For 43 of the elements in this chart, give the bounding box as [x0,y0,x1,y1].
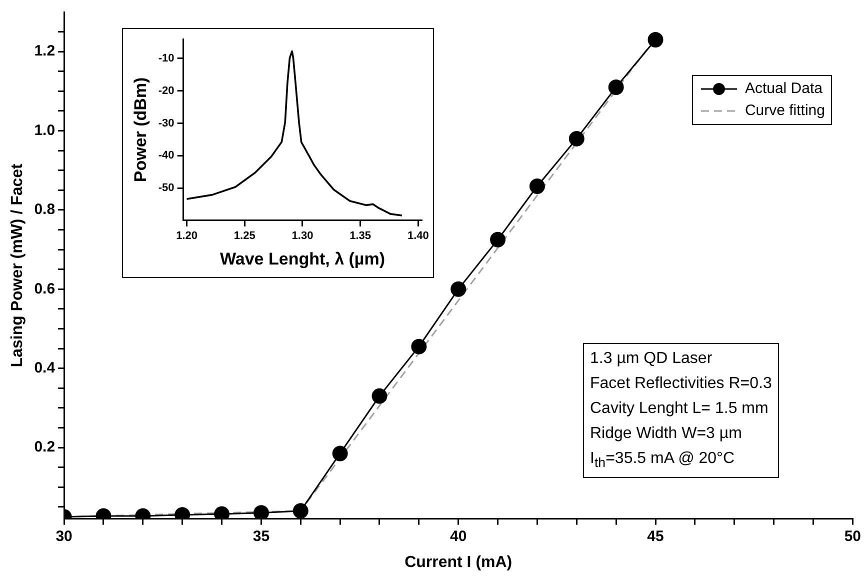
x-tick-label: 45 [647,528,664,545]
annotation: 1.3 µm QD Laser [590,349,714,369]
y-tick-label: 0.6 [34,280,56,298]
x-tick-label: 40 [450,528,467,545]
x-axis-title: Wave Lenght, λ (µm) [220,249,385,268]
x-tick-label: 50 [844,528,861,545]
y-tick-label: 1.0 [34,122,56,139]
y-tick-label: 1.2 [34,42,56,60]
point [529,178,545,194]
point [292,503,308,519]
y-axis-title: Lasing Power (mW) / Facet [9,162,26,368]
annotation: Cavity Lenght L= 1.5 mm [590,399,770,419]
x-tick-label: 30 [56,528,72,545]
y-tick-label: 0.4 [34,359,56,376]
point [608,79,624,95]
x-tick-label: 1.30 [292,230,314,242]
point [490,232,506,248]
y-tick-label: -20 [158,84,174,97]
legend-label: Actual Data [744,79,822,99]
point [372,388,388,404]
point [332,446,348,462]
y-axis-title: Power (dBm) [130,77,150,182]
annotation: Facet Reflectivities R=0.3 [590,374,772,394]
x-tick-label: 1.20 [176,230,198,242]
point [450,281,466,297]
y-tick-label: -50 [158,182,174,194]
point [411,338,427,354]
annotation: Ridge Width W=3 µm [590,424,743,444]
x-tick-label: 35 [252,528,270,545]
y-tick-label: -30 [158,117,174,130]
x-tick-label: 1.35 [350,230,372,242]
point [253,505,269,519]
point [648,32,664,48]
legend-label: Curve fitting [744,101,825,121]
y-tick-label: -40 [158,150,174,162]
annotation: I$_{th}$=35.5 mA @ 20°C [590,449,736,472]
x-axis-title: Current I (mA) [404,554,512,571]
y-tick-label: 0.8 [34,201,56,218]
y-tick-label: 0.2 [34,438,56,456]
point [568,130,584,146]
y-tick-label: -10 [158,52,174,64]
x-tick-label: 1.40 [407,230,429,242]
x-tick-label: 1.25 [234,230,256,242]
